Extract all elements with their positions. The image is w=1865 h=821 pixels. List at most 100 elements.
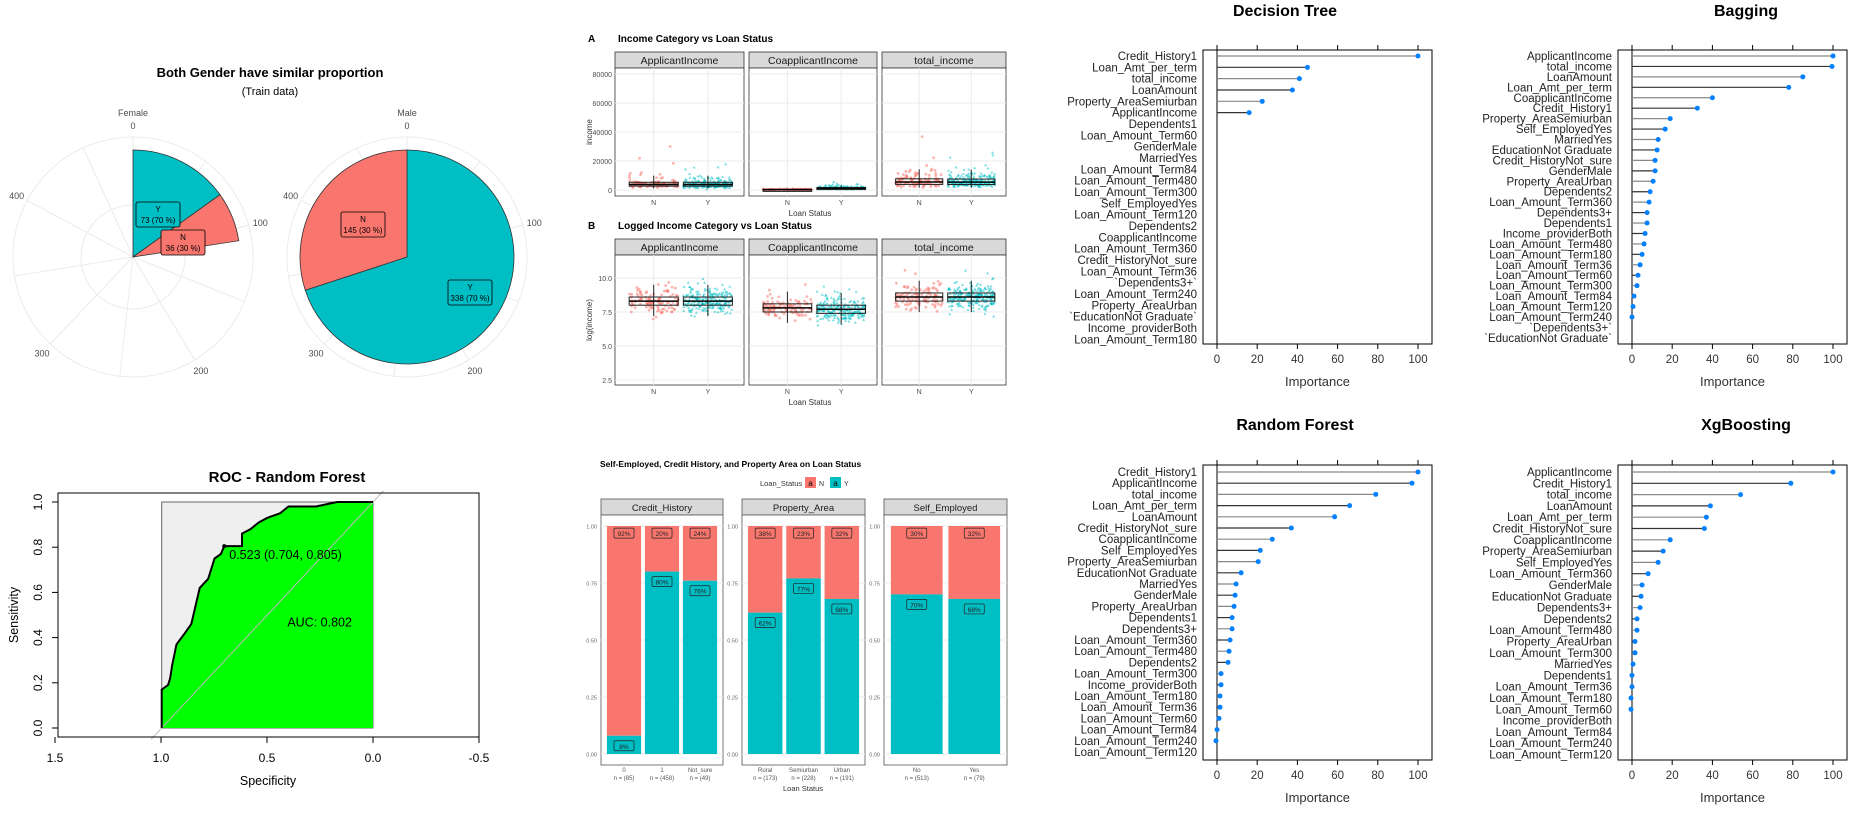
legend-key-Y (830, 477, 841, 488)
data-point (957, 285, 961, 289)
x-tick-label: N (651, 200, 656, 207)
feature-label: Loan_Amount_Term84 (1496, 727, 1613, 739)
importance-dot (1709, 95, 1715, 101)
x-tick-label: 20 (1666, 354, 1679, 366)
data-point (856, 299, 860, 303)
data-point (704, 296, 708, 300)
data-point (847, 305, 851, 309)
value-label: 77% (797, 586, 810, 593)
data-point (708, 287, 712, 290)
x-tick-label: 60 (1331, 770, 1344, 782)
data-point (993, 172, 997, 176)
data-point (985, 292, 989, 296)
importance-dot (1231, 603, 1237, 609)
data-point (712, 186, 716, 190)
data-point (704, 306, 708, 309)
x-tick-label: 1 (660, 768, 664, 774)
data-point (955, 280, 959, 283)
data-point (725, 310, 729, 314)
value-label: 76% (693, 589, 706, 596)
pie-facet-female: Female 0 100 200 300 400 Y 73 (70 %) N 36 (30 %) (9, 108, 268, 378)
importance-dot (1296, 76, 1302, 82)
data-point (915, 307, 918, 310)
data-point (778, 316, 782, 320)
data-point (712, 179, 716, 183)
data-point (957, 301, 961, 305)
facet-CoapplicantIncome: CoapplicantIncome N Y (748, 51, 878, 207)
data-point (976, 289, 980, 292)
feature-label: ApplicantIncome (1112, 108, 1197, 120)
y-tick-label: 1.00 (586, 525, 597, 531)
data-point (932, 156, 936, 160)
data-point (794, 298, 798, 302)
data-point (955, 288, 959, 292)
importance-dot (1638, 593, 1644, 599)
facet-ApplicantIncome: ApplicantIncome N Y 2.5 5.0 7.5 10.0 (598, 238, 745, 396)
feature-label: Loan_Amount_Term480 (1074, 646, 1197, 658)
data-point (951, 178, 955, 182)
data-point (844, 308, 848, 312)
data-point (956, 174, 960, 178)
data-point (724, 185, 728, 189)
data-point (978, 289, 982, 292)
importance-dot (1634, 627, 1640, 633)
data-point (836, 321, 840, 324)
y-axis-label: Sensitivity (7, 586, 21, 643)
data-point (711, 306, 715, 309)
feature-label: Loan_Amount_Term300 (1074, 669, 1197, 681)
diagonal-reference-line (150, 490, 384, 740)
data-point (713, 310, 717, 313)
data-point (857, 315, 861, 318)
data-point (701, 309, 705, 312)
data-point (728, 291, 732, 295)
data-point (932, 281, 936, 285)
data-point (824, 302, 828, 306)
grid-spoke (82, 147, 134, 258)
facet-Credit_History: Credit_History 0.00 0.25 0.50 0.75 1.00 92% 8% 0… (586, 498, 724, 782)
chart-title: Logged Income Category vs Loan Status (618, 221, 812, 232)
data-point (665, 309, 669, 313)
slice-value: 145 (30 %) (343, 226, 382, 235)
data-point (816, 302, 820, 306)
bar-Semiurban: 23% 77% Semiurban n = (228) (786, 526, 821, 782)
data-point (980, 293, 984, 296)
data-point (686, 281, 690, 284)
importance-chart-bagging: Bagging ApplicantIncometotal_incomeLoanAm… (1482, 3, 1848, 389)
data-point (961, 183, 965, 187)
feature-label: Property_AreaSemiurban (1482, 546, 1612, 558)
roc-chart: ROC - Random Forest 0.523 (0.704, 0.805) A… (7, 469, 490, 788)
data-point (977, 300, 981, 304)
data-point (723, 312, 727, 315)
data-point (789, 298, 793, 302)
chart-title: XgBoosting (1701, 417, 1791, 434)
data-point (990, 151, 994, 154)
importance-dot (1641, 241, 1647, 247)
feature-label: Loan_Amount_Term120 (1489, 302, 1612, 314)
x-axis-label: Loan Status (783, 784, 823, 793)
data-point (683, 302, 687, 306)
data-point (908, 302, 912, 306)
data-point (659, 176, 663, 180)
feature-label: Dependents3+ (1122, 624, 1197, 636)
data-point (837, 294, 841, 298)
bar-segment-N (606, 526, 642, 736)
feature-label: Dependents2 (1129, 221, 1197, 233)
feature-label: MarriedYes (1139, 579, 1197, 591)
facet-label: CoapplicantIncome (768, 242, 858, 254)
data-point (667, 281, 671, 284)
bar-segment-Y (824, 598, 860, 754)
data-point (926, 287, 930, 291)
y-tick-label: 0.75 (586, 582, 597, 588)
data-point (727, 186, 731, 189)
importance-dot (1630, 661, 1636, 667)
importance-dot (1644, 210, 1650, 216)
data-point (629, 310, 633, 314)
data-point (984, 308, 988, 312)
feature-label: Dependents2 (1544, 187, 1612, 199)
x-tick-label: 0 (1629, 354, 1635, 366)
y-tick-label: 0.2 (31, 674, 45, 691)
data-point (902, 298, 906, 301)
data-point (728, 178, 732, 182)
importance-dot (1255, 559, 1261, 565)
data-point (687, 308, 691, 311)
